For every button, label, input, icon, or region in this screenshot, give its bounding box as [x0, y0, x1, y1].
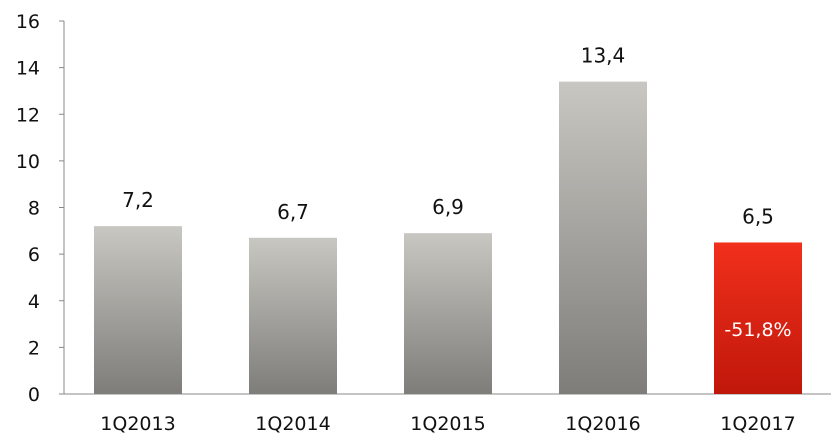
data-label-1Q2013: 7,2 [122, 188, 154, 212]
x-tick-label-1Q2017: 1Q2017 [720, 413, 795, 435]
x-tick-label-1Q2013: 1Q2013 [100, 413, 175, 435]
x-tick-label-1Q2015: 1Q2015 [410, 413, 485, 435]
y-tick-label: 14 [16, 58, 40, 80]
y-tick-label: 6 [28, 244, 40, 266]
bar-1Q2015 [404, 233, 492, 394]
y-tick-label: 0 [28, 384, 40, 406]
bar-1Q2017 [714, 242, 802, 394]
bar-series: 7,2 6,7 6,9 13,4 6,5 -51,8% [94, 44, 802, 395]
bar-1Q2016 [559, 81, 647, 395]
y-tick-label: 4 [28, 291, 40, 313]
bar-1Q2014 [249, 237, 337, 394]
y-tick-label: 8 [28, 198, 40, 220]
y-axis-ticks: 0 2 4 6 8 10 12 14 16 [16, 11, 64, 406]
x-tick-label-1Q2016: 1Q2016 [565, 413, 640, 435]
bar-change-annotation: -51,8% [724, 319, 791, 341]
y-tick-label: 10 [16, 151, 40, 173]
data-label-1Q2017: 6,5 [742, 204, 774, 228]
y-tick-label: 16 [16, 11, 40, 33]
x-tick-label-1Q2014: 1Q2014 [255, 413, 330, 435]
bar-1Q2013 [94, 226, 182, 394]
y-tick-label: 12 [16, 104, 40, 126]
data-label-1Q2016: 13,4 [581, 44, 626, 68]
x-axis-labels: 1Q2013 1Q2014 1Q2015 1Q2016 1Q2017 [100, 413, 795, 435]
data-label-1Q2014: 6,7 [277, 200, 309, 224]
y-tick-label: 2 [28, 337, 40, 359]
data-label-1Q2015: 6,9 [432, 195, 464, 219]
